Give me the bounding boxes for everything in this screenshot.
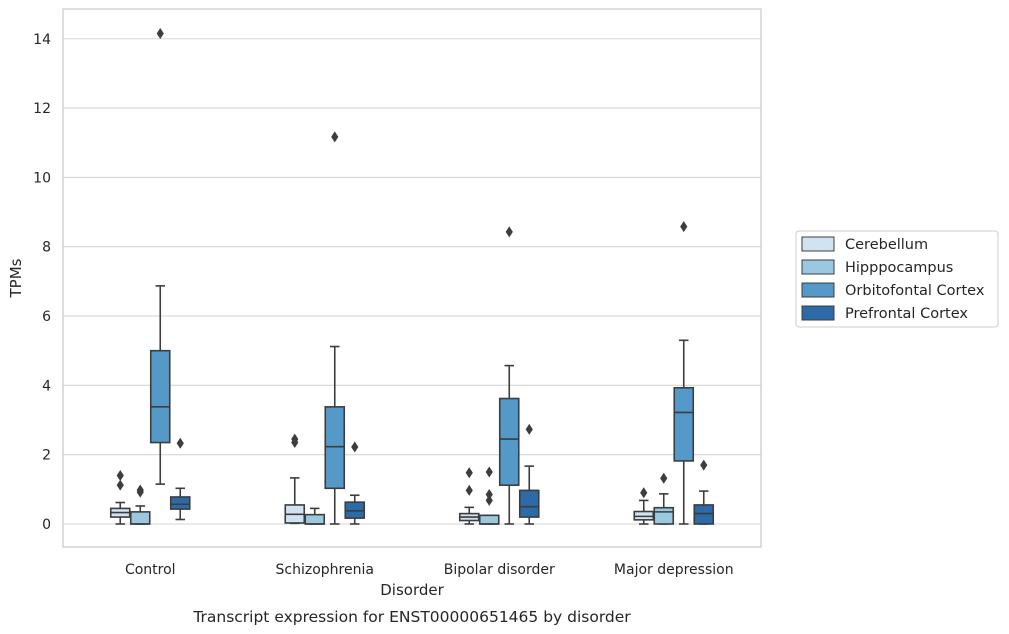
box-cerebellum — [109, 469, 131, 525]
y-axis-label: TPMs — [7, 258, 25, 298]
legend-label: Orbitofontal Cortex — [845, 283, 985, 299]
box-iqr — [304, 513, 326, 525]
box-iqr — [518, 489, 540, 518]
box-hipppocampus — [129, 484, 151, 525]
y-tick-label: 2 — [42, 448, 51, 464]
box-iqr — [169, 496, 191, 510]
box-iqr — [693, 504, 715, 525]
legend-label: Hipppocampus — [845, 260, 953, 276]
grid-lines — [63, 38, 761, 525]
outlier-point — [116, 469, 124, 481]
outlier-point — [136, 484, 144, 496]
outlier-point — [680, 221, 688, 233]
box-groups — [109, 28, 715, 525]
outlier-point — [640, 487, 648, 499]
y-tick-label: 12 — [33, 101, 51, 117]
box-prefrontal-cortex — [344, 441, 366, 525]
box-hipppocampus — [304, 507, 326, 525]
legend-swatch — [801, 305, 835, 321]
outlier-point — [485, 466, 493, 478]
box-orbitofontal-cortex — [673, 221, 695, 525]
box-iqr — [498, 397, 520, 486]
outlier-point — [485, 494, 493, 506]
outlier-point — [485, 489, 493, 501]
y-tick-label: 14 — [33, 32, 51, 48]
outlier-point — [291, 433, 299, 445]
x-tick-label: Control — [125, 562, 176, 578]
legend-label: Cerebellum — [845, 237, 928, 253]
box-orbitofontal-cortex — [324, 131, 346, 525]
y-tick-label: 4 — [42, 378, 51, 394]
x-tick-labels: Control Schizophrenia Bipolar disorder Majo… — [125, 562, 734, 578]
box-iqr — [324, 406, 346, 490]
legend: Cerebellum Hipppocampus Orbitofontal Corte… — [795, 230, 999, 328]
y-tick-label: 8 — [42, 240, 51, 256]
box-prefrontal-cortex — [518, 423, 540, 525]
x-tick-label: Major depression — [614, 562, 734, 578]
outlier-point — [156, 28, 164, 40]
y-tick-label: 6 — [42, 309, 51, 325]
x-axis-label: Disorder — [380, 581, 444, 599]
x-tick-label: Bipolar disorder — [444, 562, 555, 578]
outlier-point — [331, 131, 339, 143]
box-iqr — [478, 514, 500, 525]
legend-frame — [795, 230, 999, 328]
chart-caption: Transcript expression for ENST0000065146… — [192, 608, 631, 626]
box-orbitofontal-cortex — [149, 28, 171, 485]
x-tick-label: Schizophrenia — [276, 562, 374, 578]
box-cerebellum — [458, 467, 480, 525]
box-prefrontal-cortex — [169, 437, 191, 521]
box-prefrontal-cortex — [693, 459, 715, 525]
box-hipppocampus — [653, 472, 675, 525]
box-iqr — [653, 506, 675, 525]
outlier-point — [525, 423, 533, 435]
y-tick-labels: 0 2 4 6 8 10 12 14 — [33, 32, 51, 533]
box-orbitofontal-cortex — [498, 226, 520, 525]
y-tick-label: 0 — [42, 517, 51, 533]
outlier-point — [351, 441, 359, 453]
box-cerebellum — [284, 433, 306, 525]
outlier-point — [176, 437, 184, 449]
y-tick-label: 10 — [33, 170, 51, 186]
box-iqr — [129, 511, 151, 525]
legend-swatch — [801, 282, 835, 298]
legend-swatch — [801, 259, 835, 275]
box-iqr — [149, 349, 171, 444]
legend-swatch — [801, 236, 835, 252]
plot-area-frame — [62, 8, 762, 548]
legend-label: Prefrontal Cortex — [845, 306, 968, 322]
outlier-point — [116, 479, 124, 491]
box-iqr — [673, 386, 695, 462]
outlier-point — [505, 226, 513, 238]
outlier-point — [465, 484, 473, 496]
box-cerebellum — [633, 487, 655, 525]
box-hipppocampus — [478, 466, 500, 525]
outlier-point — [465, 467, 473, 479]
outlier-point — [660, 472, 668, 484]
outlier-point — [700, 459, 708, 471]
